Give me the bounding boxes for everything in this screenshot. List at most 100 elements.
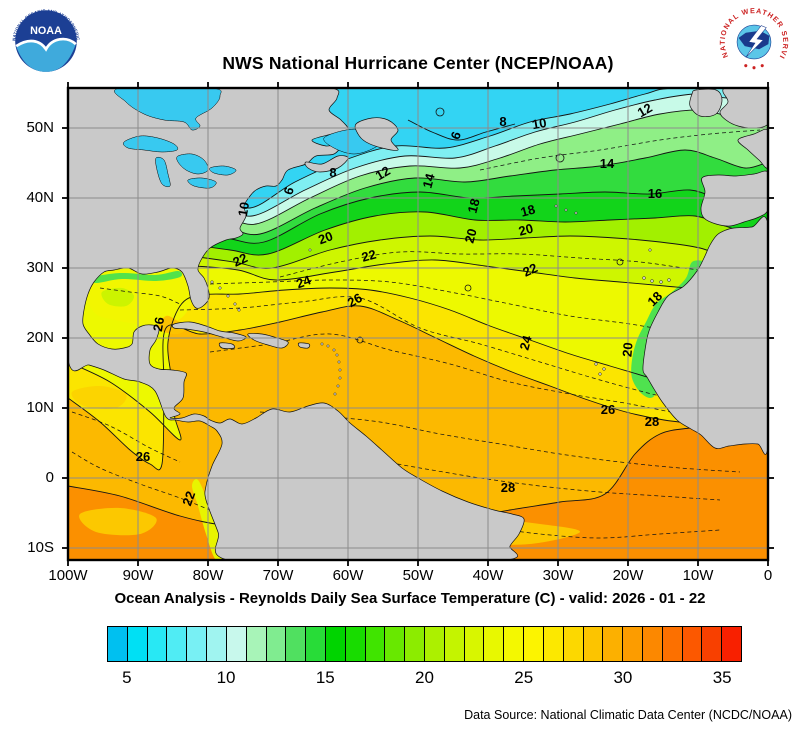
contour-label: 24 (294, 272, 313, 291)
colorbar-cell (662, 627, 683, 661)
longitude-tick-label: 90W (122, 567, 154, 584)
contour-label: 28 (645, 414, 659, 429)
longitude-tick-label: 100W (48, 567, 88, 584)
colorbar-tick-label: 25 (514, 668, 534, 687)
contour-label: 22 (360, 247, 378, 265)
latitude-tick-label: 30N (26, 259, 54, 276)
noaa-seagull-water (16, 38, 76, 72)
contour-label: 16 (648, 186, 662, 201)
colorbar-cell (187, 627, 208, 661)
lakes (114, 88, 385, 189)
longitude-tick-label: 0 (763, 567, 773, 584)
colorbar-cell (563, 627, 584, 661)
colorbar-cell (405, 627, 425, 661)
colorbar-cell (226, 627, 247, 661)
noaa-wordmark: NOAA (30, 25, 62, 37)
nws-star-dot (752, 66, 756, 70)
nws-logo: NATIONAL WEATHER SERVICE (713, 0, 792, 79)
map-frame (62, 82, 774, 566)
nws-star-dot (760, 64, 764, 68)
longitude-tick-label: 10W (682, 567, 714, 584)
colorbar-cell (147, 627, 168, 661)
colorbar-tick-label: 35 (712, 668, 732, 687)
contour-label: 12 (635, 100, 655, 120)
colorbar-cell (246, 627, 267, 661)
contour-label: 26 (150, 316, 167, 333)
colorbar-cell (425, 627, 445, 661)
colorbar-tick-label: 5 (122, 668, 132, 687)
map-caption: Ocean Analysis - Reynolds Daily Sea Surf… (114, 590, 706, 607)
contour-label: 6 (447, 129, 464, 141)
contour-label: 20 (316, 228, 335, 247)
contour-label: 14 (600, 156, 615, 171)
contour-label: 10 (531, 115, 548, 132)
colorbar-tick-label: 10 (216, 668, 236, 687)
contour-label: 14 (420, 171, 438, 190)
colorbar-cell (603, 627, 624, 661)
noaa-logo: NATIONAL OCEANIC AND ATMOSPHERIC ADMINIS… (6, 0, 84, 79)
longitude-tick-label: 20W (612, 567, 644, 584)
colorbar-cell (167, 627, 188, 661)
data-source-note: Data Source: National Climatic Data Cent… (464, 708, 792, 722)
contour-label: 22 (520, 260, 539, 280)
colorbar-cell (642, 627, 663, 661)
colorbar-cell (325, 627, 346, 661)
contour-label: 18 (465, 197, 483, 215)
colorbar-cell (583, 627, 604, 661)
contour-label: 26 (136, 449, 150, 464)
contour-label: 12 (373, 163, 393, 183)
contour-label: 20 (517, 221, 535, 239)
latitude-tick-label: 20N (26, 329, 54, 346)
colorbar-cell (365, 627, 386, 661)
colorbar-tick-label: 20 (415, 668, 434, 687)
nws-lightning-icon (745, 25, 767, 58)
colorbar-cell (306, 627, 326, 661)
colorbar-cell (524, 627, 544, 661)
colorbar-cell (207, 627, 227, 661)
sst-map-container: 6 8 10 12 6 8 10 12 14 14 16 18 18 18 20 20 20 20 22 22 22 22… (60, 82, 776, 574)
longitude-tick-label: 50W (402, 567, 434, 584)
colorbar-cell (722, 627, 741, 661)
colorbar-cell (385, 627, 406, 661)
longitude-tick-label: 60W (332, 567, 364, 584)
page-title: NWS National Hurricane Center (NCEP/NOAA… (222, 53, 614, 73)
contour-label: 28 (501, 480, 515, 495)
contour-label: 26 (601, 402, 615, 417)
latitude-tick-label: 0 (45, 469, 54, 486)
colorbar-cell (702, 627, 723, 661)
colorbar-cell (543, 627, 564, 661)
longitude-tick-label: 80W (192, 567, 224, 584)
grid-lines (68, 88, 768, 560)
noaa-logo-graphic: NATIONAL OCEANIC AND ATMOSPHERIC ADMINIS… (6, 0, 84, 79)
colorbar-cell (504, 627, 525, 661)
contour-label: 22 (179, 489, 198, 508)
contour-label: 8 (329, 165, 336, 180)
contour-label: 18 (519, 202, 537, 220)
latitude-tick-label: 10N (26, 399, 54, 416)
colorbar-cell (286, 627, 307, 661)
noaa-seagull-icon (15, 37, 77, 52)
contour-label: 8 (499, 114, 506, 129)
latitude-tick-label: 50N (26, 119, 54, 136)
landmasses (68, 88, 525, 560)
latitude-tick-label: 10S (27, 539, 54, 556)
colorbar-cell (484, 627, 505, 661)
longitude-tick-label: 40W (472, 567, 504, 584)
contour-label: 10 (235, 201, 252, 218)
colorbar-cell (444, 627, 465, 661)
temperature-colorbar (107, 626, 742, 662)
colorbar-cell (464, 627, 485, 661)
latitude-tick-label: 40N (26, 189, 54, 206)
colorbar-cell (682, 627, 703, 661)
colorbar-tick-label: 30 (613, 668, 633, 687)
contour-label: 20 (462, 227, 480, 245)
contour-label: 6 (280, 185, 296, 196)
longitude-tick-label: 70W (262, 567, 294, 584)
contour-label: 26 (345, 290, 365, 310)
longitude-tick-label: 30W (542, 567, 574, 584)
contour-label: 20 (619, 342, 635, 358)
